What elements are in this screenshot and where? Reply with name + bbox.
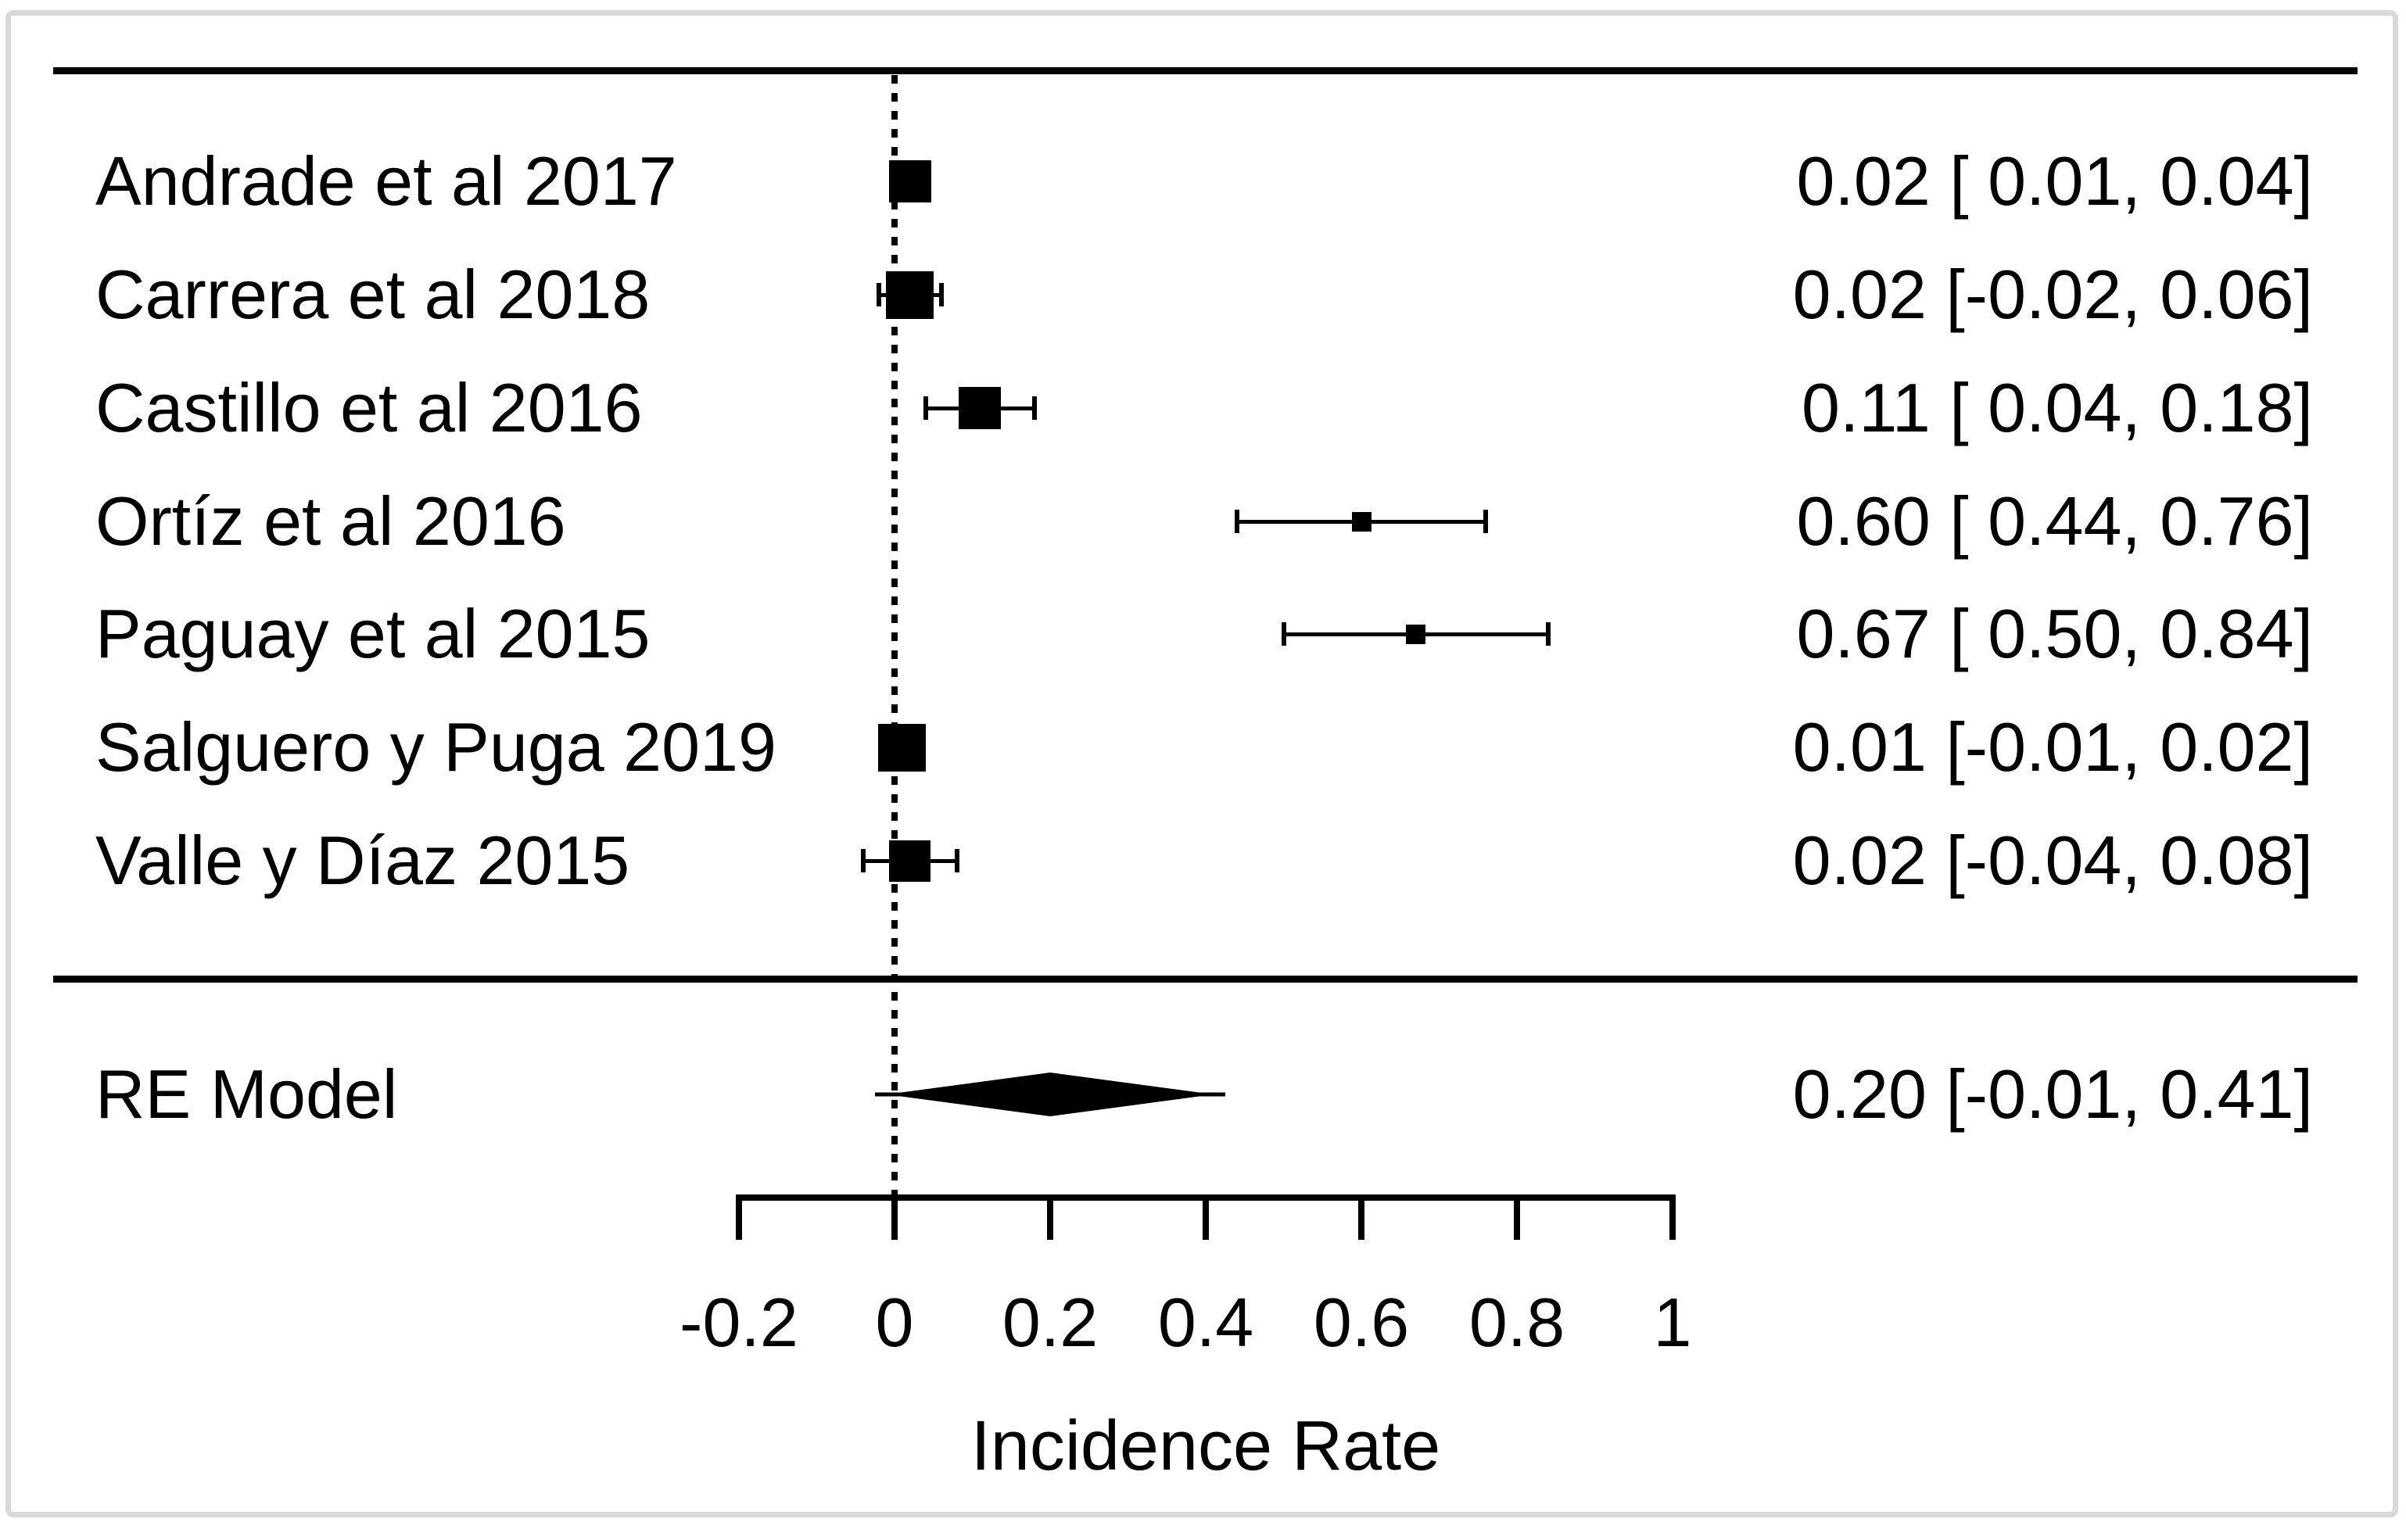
ci-cap-left [1234,510,1239,533]
study-label: Valle y Díaz 2015 [95,822,630,899]
study-estimate: 0.11 [ 0.04, 0.18] [1802,369,2313,446]
x-axis-tick [1514,1194,1520,1240]
study-label: Castillo et al 2016 [95,369,643,446]
study-marker [1351,511,1372,532]
study-marker [959,387,1002,429]
x-axis-tick-label: 0.8 [1468,1284,1565,1361]
ci-cap-right [1483,510,1489,533]
study-estimate: 0.02 [ 0.01, 0.04] [1796,142,2313,220]
x-axis-title: Incidence Rate [970,1407,1441,1485]
ci-cap-right [954,849,959,872]
study-marker [888,160,931,202]
study-label: Salguero y Puga 2019 [95,708,776,786]
study-marker [878,723,927,772]
summary-estimate: 0.20 [-0.01, 0.41] [1792,1055,2313,1133]
x-axis-tick-label: 0.2 [1002,1284,1099,1361]
x-axis-tick-label: 1 [1653,1284,1692,1361]
ci-cap-right [1032,396,1038,420]
study-marker [1406,624,1426,644]
x-axis-tick-label: 0 [875,1284,914,1361]
summary-label: RE Model [95,1055,398,1133]
study-label: Ortíz et al 2016 [95,482,566,560]
summary-separator-rule [53,976,2358,983]
ci-cap-left [877,283,882,306]
top-rule [53,67,2358,74]
study-label: Andrade et al 2017 [95,142,677,220]
x-axis-tick-label: -0.2 [679,1284,798,1361]
ci-cap-right [1545,622,1551,646]
ci-cap-left [1281,622,1286,646]
x-axis-tick [1669,1194,1676,1240]
ci-cap-left [861,849,866,872]
ci-cap-left [923,396,928,420]
study-estimate: 0.67 [ 0.50, 0.84] [1796,595,2313,672]
x-axis-tick [891,1194,898,1240]
x-axis-tick-label: 0.6 [1313,1284,1410,1361]
study-estimate: 0.02 [-0.04, 0.08] [1792,822,2313,899]
study-marker [889,840,931,882]
x-axis-tick [1047,1194,1053,1240]
study-marker [886,270,934,319]
x-axis-tick-label: 0.4 [1157,1284,1254,1361]
study-estimate: 0.60 [ 0.44, 0.76] [1796,482,2313,560]
study-label: Carrera et al 2018 [95,256,651,333]
x-axis-tick [1358,1194,1364,1240]
plot-frame [5,10,2398,1517]
study-estimate: 0.01 [-0.01, 0.02] [1792,708,2313,786]
ci-cap-right [938,283,944,306]
x-axis-tick [1203,1194,1209,1240]
study-label: Paguay et al 2015 [95,595,651,672]
zero-reference-line [891,75,898,1194]
x-axis-tick [736,1194,742,1240]
study-estimate: 0.02 [-0.02, 0.06] [1792,256,2313,333]
